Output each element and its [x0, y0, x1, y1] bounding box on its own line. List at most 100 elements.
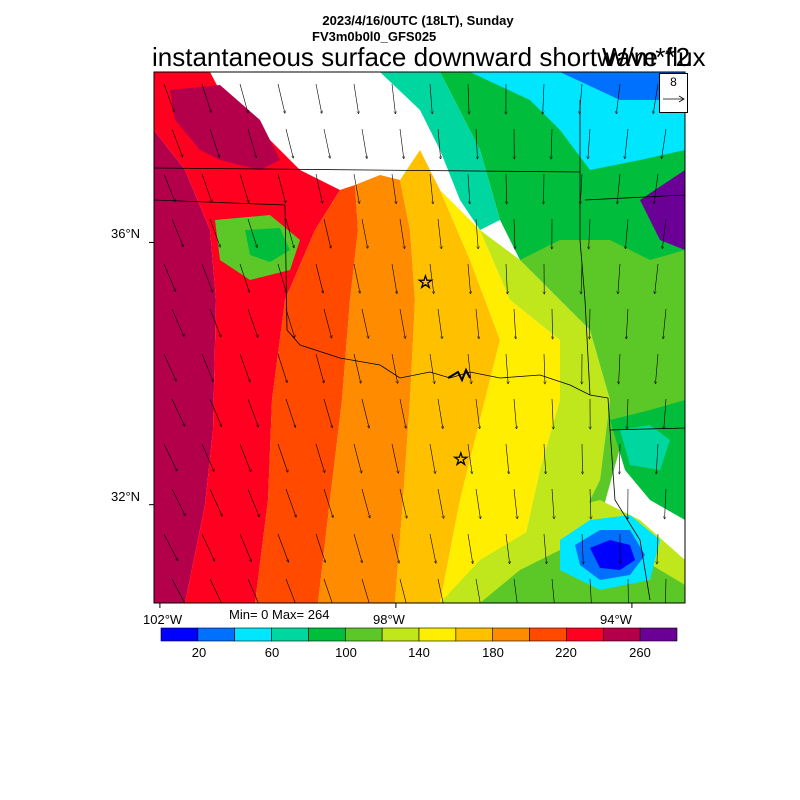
wind-arrow	[323, 128, 330, 158]
wind-arrow	[391, 83, 395, 114]
wind-arrow	[475, 578, 481, 603]
wind-arrow	[285, 308, 295, 338]
wind-arrow	[315, 263, 323, 293]
wind-arrow	[467, 443, 472, 474]
lat-label-32: 32°N	[111, 489, 141, 504]
wind-arrow	[619, 443, 620, 474]
wind-arrow	[391, 353, 398, 383]
wind-arrow	[582, 443, 583, 474]
wind-arrow	[247, 218, 257, 248]
wind-arrow	[315, 533, 325, 562]
wind-arrow	[323, 218, 331, 248]
wind-arrow	[239, 263, 249, 292]
border-red-river	[286, 329, 609, 399]
wind-arrow	[163, 173, 175, 202]
wind-arrow	[429, 443, 435, 474]
colorbar-label-260: 260	[629, 645, 651, 660]
wind-arrow	[619, 353, 621, 384]
wind-arrow	[163, 263, 176, 292]
wind-arrow	[171, 578, 186, 603]
colorbar-box	[492, 627, 530, 642]
band-80-n	[245, 228, 290, 262]
wind-arrow	[239, 533, 252, 562]
band-60-e	[620, 425, 670, 470]
wind-arrow	[247, 128, 256, 158]
wind-arrow	[475, 218, 478, 249]
wind-arrow	[323, 488, 333, 518]
wind-arrow	[171, 128, 183, 157]
wind-arrow	[475, 398, 480, 429]
wind-vectors	[163, 83, 667, 603]
colorbar-box	[602, 627, 641, 642]
wind-arrow	[505, 353, 508, 384]
lat-label-36: 36°N	[111, 226, 141, 241]
wind-arrow	[429, 173, 433, 204]
wind-arrow	[391, 533, 399, 563]
wind-arrow	[209, 488, 222, 516]
band-160	[440, 190, 560, 603]
band-200	[318, 175, 415, 603]
wind-arrow	[163, 443, 177, 471]
colorbar-label-220: 220	[555, 645, 577, 660]
band-220	[255, 185, 358, 603]
wind-arrow	[513, 308, 516, 339]
wind-arrow	[627, 398, 628, 429]
title-datetime: 2023/4/16/0UTC (18LT), Sunday	[322, 13, 514, 28]
wind-arrow	[429, 83, 432, 114]
wind-arrow	[506, 173, 507, 204]
wind-arrow	[201, 443, 214, 472]
wind-arrow	[391, 173, 396, 204]
wind-arrow	[399, 578, 407, 603]
border-panhandle	[284, 204, 288, 331]
state-borders	[154, 100, 685, 601]
colorbar-box	[381, 627, 420, 642]
wind-arrow	[581, 263, 582, 294]
wind-arrow	[662, 128, 667, 159]
wind-arrow	[171, 488, 185, 516]
axis-ticks	[149, 241, 633, 608]
wind-arrow	[361, 488, 370, 518]
wind-arrow	[315, 353, 324, 383]
wind-arrow	[353, 353, 361, 383]
band-0-se	[590, 540, 635, 570]
wind-arrow	[437, 308, 442, 339]
wind-arrow	[171, 308, 184, 336]
wind-arrow	[429, 353, 434, 384]
border-ar-la	[609, 427, 685, 431]
wind-arrow	[437, 218, 441, 249]
wind-arrow	[209, 308, 221, 337]
min-max-label: Min= 0 Max= 264	[229, 607, 330, 622]
vector-reference-box: 8	[659, 73, 688, 113]
wind-arrow	[277, 83, 285, 113]
wind-arrow	[543, 443, 546, 474]
wind-arrow	[475, 128, 477, 159]
wind-arrow	[505, 263, 507, 294]
wind-arrow	[315, 443, 325, 473]
wind-arrow	[589, 308, 590, 339]
wind-arrow	[663, 308, 667, 339]
plot-frame	[153, 71, 686, 604]
reference-arrow-icon	[663, 95, 685, 103]
wind-arrow	[467, 263, 471, 294]
wind-arrow	[201, 353, 213, 382]
wind-arrow	[505, 443, 509, 474]
band-20	[560, 72, 685, 110]
band-180	[395, 150, 500, 603]
wind-arrow	[239, 443, 251, 472]
wind-arrow	[209, 218, 220, 247]
wind-arrow	[543, 83, 544, 114]
wind-arrow	[616, 83, 621, 114]
colorbar-box	[639, 627, 678, 642]
wind-arrow	[655, 353, 659, 384]
colorbar-box	[234, 627, 272, 642]
colorbar-label-140: 140	[408, 645, 430, 660]
wind-arrow	[171, 398, 185, 426]
wind-arrow	[514, 218, 515, 249]
wind-arrow	[201, 83, 211, 113]
wind-arrow	[589, 218, 591, 249]
wind-arrow	[277, 353, 287, 383]
wind-arrow	[277, 443, 288, 472]
colorbar-box	[566, 627, 604, 642]
band-240-n	[220, 160, 290, 210]
